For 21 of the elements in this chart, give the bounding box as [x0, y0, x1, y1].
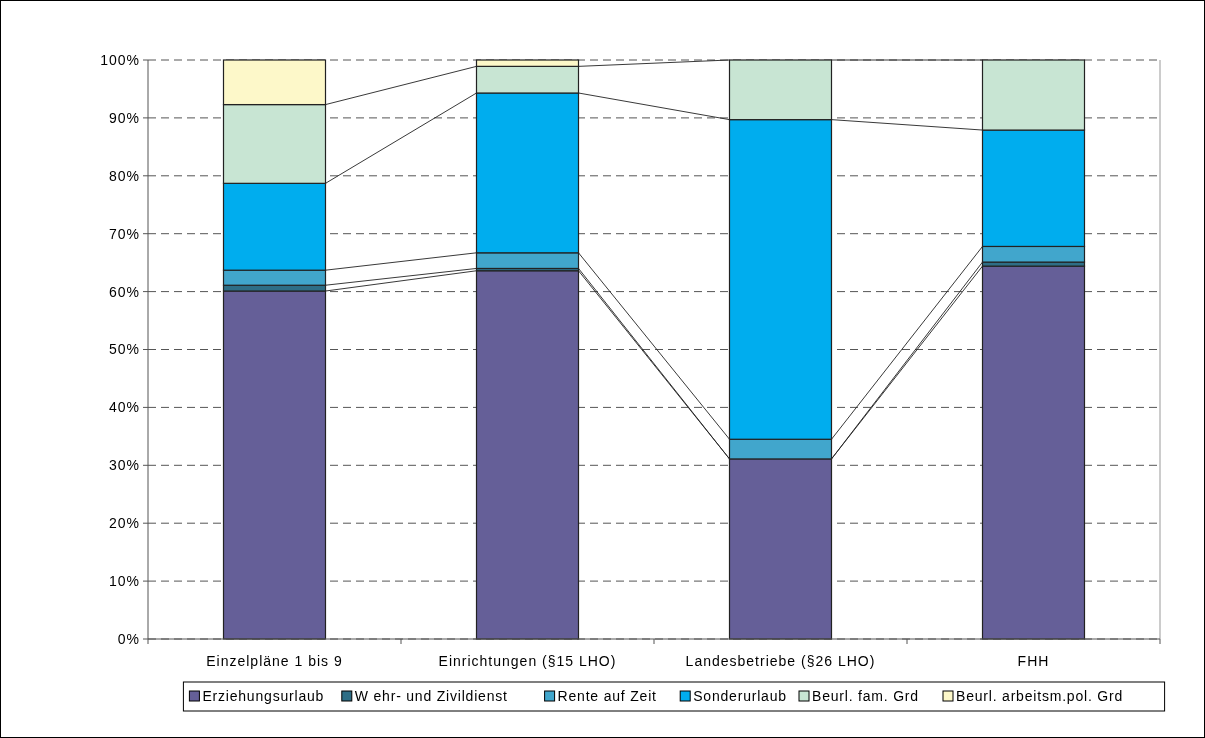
y-tick-label: 10%: [108, 573, 140, 589]
legend-label: W ehr- und Zivildienst: [354, 688, 508, 704]
y-tick-label: 70%: [108, 225, 140, 242]
x-tick-label: Einzelpläne 1 bis 9: [206, 653, 343, 669]
y-tick-label: 80%: [108, 167, 140, 184]
y-tick-label: 0%: [117, 630, 140, 647]
x-tick-label: Landesbetriebe (§26 LHO): [685, 653, 876, 669]
y-tick-label: 90%: [108, 109, 140, 126]
legend-label: Rente auf Zeit: [557, 688, 657, 704]
y-tick-label: 30%: [108, 457, 140, 474]
y-tick-label: 50%: [108, 341, 140, 358]
x-tick-label: Einrichtungen (§15 LHO): [438, 653, 617, 669]
y-tick-label: 40%: [108, 399, 140, 416]
y-tick-label: 20%: [108, 515, 140, 532]
legend-label: Sonderurlaub: [693, 688, 787, 704]
legend-label: Beurl. arbeitsm.pol. Grd: [956, 688, 1124, 704]
legend-label: Beurl. fam. Grd: [812, 688, 919, 704]
y-tick-label: 100%: [100, 51, 140, 68]
y-tick-label: 60%: [108, 283, 140, 300]
legend-label: Erziehungsurlaub: [202, 688, 325, 704]
x-tick-label: FHH: [1017, 653, 1050, 669]
